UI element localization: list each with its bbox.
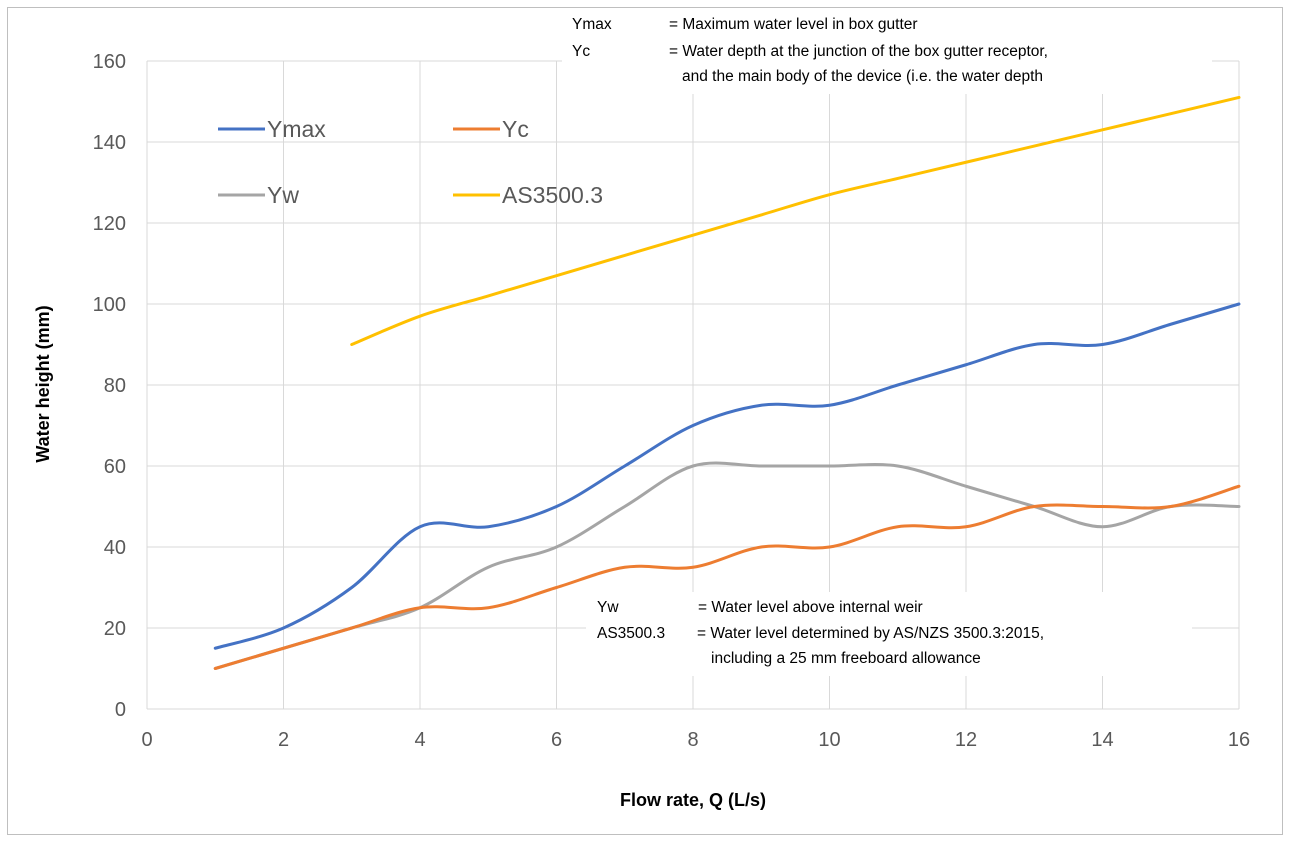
annotation-yw-desc: = Water level above internal weir (698, 599, 923, 616)
x-axis-title: Flow rate, Q (L/s) (620, 790, 766, 810)
x-tick-label: 12 (955, 729, 977, 751)
y-tick-label: 160 (93, 51, 126, 73)
top-annotation-background (562, 12, 1212, 94)
top-annotation: Ymax = Maximum water level in box gutter… (572, 16, 1048, 85)
x-tick-label: 10 (818, 729, 840, 751)
x-tick-label: 8 (687, 729, 698, 751)
x-tick-label: 6 (551, 729, 562, 751)
axis-ticks: 0 20 40 60 80 100 120 140 160 0 2 4 6 8 10 12 14 16 (93, 51, 1251, 751)
y-tick-label: 40 (104, 537, 126, 559)
chart-frame (7, 7, 1283, 835)
legend-label-as3500-3: AS3500.3 (502, 182, 603, 208)
y-tick-label: 20 (104, 618, 126, 640)
annotation-as3500-desc: = Water level determined by AS/NZS 3500.… (697, 625, 1044, 642)
x-tick-label: 2 (278, 729, 289, 751)
annotation-ymax-term: Ymax (572, 16, 612, 33)
annotation-yc-desc-continued: and the main body of the device (i.e. th… (682, 68, 1043, 85)
x-tick-label: 14 (1091, 729, 1113, 751)
y-axis-title: Water height (mm) (33, 305, 53, 462)
y-tick-label: 80 (104, 375, 126, 397)
annotation-yc-term: Yc (572, 43, 590, 60)
y-tick-label: 120 (93, 213, 126, 235)
bottom-annotation-background (586, 592, 1192, 676)
y-tick-label: 0 (115, 699, 126, 721)
annotation-yw-term: Yw (597, 599, 619, 616)
series-line-yc (213, 484, 1241, 670)
series-line-yw (213, 461, 1241, 670)
y-tick-label: 140 (93, 132, 126, 154)
annotation-yc-desc: = Water depth at the junction of the box… (669, 43, 1048, 60)
x-tick-label: 0 (141, 729, 152, 751)
series-line-as3500-3 (350, 95, 1241, 346)
legend-label-yw: Yw (267, 182, 299, 208)
x-tick-label: 4 (414, 729, 425, 751)
legend-label-yc: Yc (502, 116, 529, 142)
annotation-as3500-desc-continued: including a 25 mm freeboard allowance (711, 650, 981, 667)
series-line-ymax (213, 302, 1241, 650)
series-lines (213, 95, 1241, 670)
x-tick-label: 16 (1228, 729, 1250, 751)
annotation-as3500-term: AS3500.3 (597, 625, 665, 642)
bottom-annotation: Yw = Water level above internal weir AS3… (597, 599, 1044, 667)
legend-label-ymax: Ymax (267, 116, 326, 142)
y-tick-label: 60 (104, 456, 126, 478)
y-tick-label: 100 (93, 294, 126, 316)
legend: Ymax Yc Yw AS3500.3 (218, 116, 603, 208)
annotation-ymax-desc: = Maximum water level in box gutter (669, 16, 918, 33)
